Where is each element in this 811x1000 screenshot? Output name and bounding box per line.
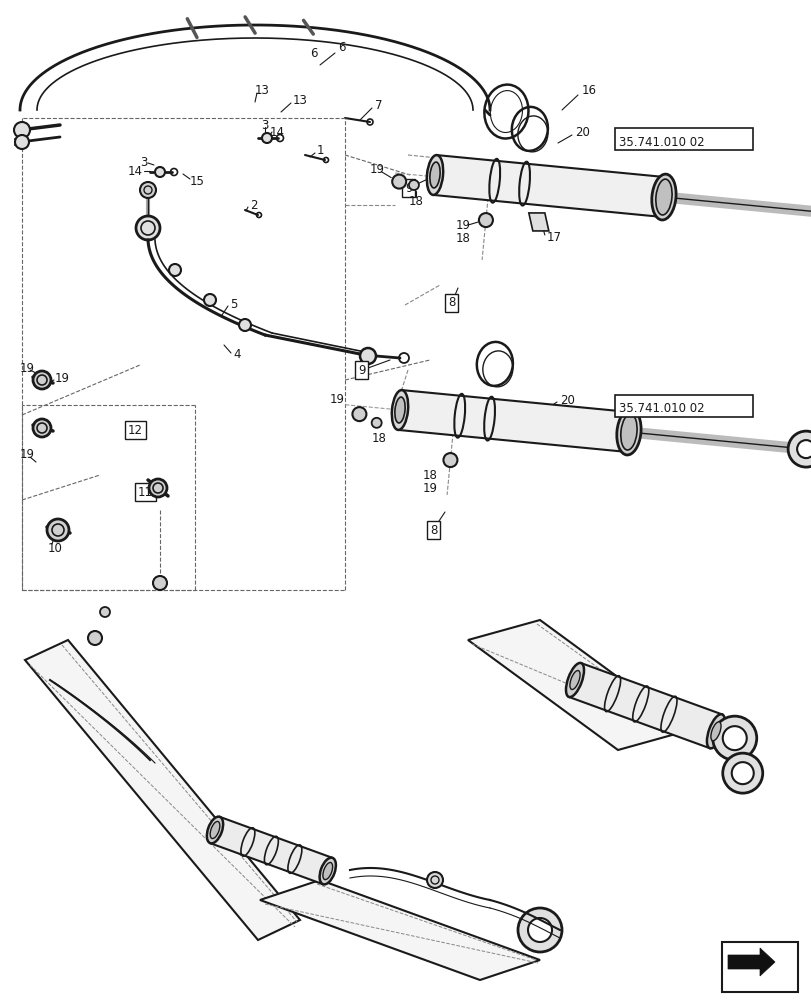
Ellipse shape xyxy=(620,414,637,450)
Circle shape xyxy=(139,182,156,198)
Text: 2: 2 xyxy=(250,199,257,212)
Polygon shape xyxy=(210,817,333,884)
Circle shape xyxy=(722,726,746,750)
Text: 16: 16 xyxy=(581,84,596,97)
Circle shape xyxy=(88,631,102,645)
Ellipse shape xyxy=(429,162,440,188)
Text: 10: 10 xyxy=(48,542,62,554)
Text: 7: 7 xyxy=(375,99,382,112)
Circle shape xyxy=(47,519,69,541)
Circle shape xyxy=(15,135,29,149)
Ellipse shape xyxy=(427,155,443,195)
Ellipse shape xyxy=(210,821,220,839)
Bar xyxy=(614,395,752,417)
Text: 19: 19 xyxy=(55,371,70,384)
Text: 3: 3 xyxy=(140,156,148,169)
Circle shape xyxy=(33,419,51,437)
Circle shape xyxy=(787,431,811,467)
Circle shape xyxy=(262,133,272,143)
Polygon shape xyxy=(569,663,721,748)
Circle shape xyxy=(392,175,406,189)
Circle shape xyxy=(14,122,30,138)
Ellipse shape xyxy=(655,179,672,215)
Text: 35.741.010 02: 35.741.010 02 xyxy=(618,136,704,149)
Text: 9: 9 xyxy=(358,363,365,376)
Ellipse shape xyxy=(392,390,408,430)
Polygon shape xyxy=(528,213,548,231)
Text: 6: 6 xyxy=(337,41,345,54)
Circle shape xyxy=(33,371,51,389)
Circle shape xyxy=(152,576,167,590)
Circle shape xyxy=(204,294,216,306)
Circle shape xyxy=(478,213,492,227)
Ellipse shape xyxy=(207,817,223,843)
Circle shape xyxy=(148,479,167,497)
Ellipse shape xyxy=(323,862,333,880)
Ellipse shape xyxy=(320,858,336,884)
Text: 9: 9 xyxy=(405,182,412,195)
Text: 18: 18 xyxy=(371,432,386,445)
Circle shape xyxy=(409,180,418,190)
Text: 8: 8 xyxy=(448,296,455,310)
Circle shape xyxy=(359,348,375,364)
Polygon shape xyxy=(432,155,665,217)
Ellipse shape xyxy=(569,671,579,689)
Text: 35.741.010 02: 35.741.010 02 xyxy=(618,402,704,416)
Text: 19: 19 xyxy=(20,448,35,462)
Ellipse shape xyxy=(651,174,676,220)
Bar xyxy=(614,128,752,150)
Circle shape xyxy=(238,319,251,331)
Ellipse shape xyxy=(616,409,641,455)
Polygon shape xyxy=(467,620,689,750)
Bar xyxy=(721,942,797,992)
Text: 18: 18 xyxy=(455,232,470,245)
Text: 14: 14 xyxy=(270,126,285,139)
Text: 3: 3 xyxy=(261,119,268,132)
Text: 8: 8 xyxy=(430,524,437,536)
Text: 18: 18 xyxy=(409,195,423,208)
Circle shape xyxy=(169,264,181,276)
Text: 1: 1 xyxy=(316,144,324,157)
Circle shape xyxy=(352,407,366,421)
Circle shape xyxy=(731,762,753,784)
Text: 19: 19 xyxy=(329,393,344,406)
Polygon shape xyxy=(727,948,774,976)
Text: 19: 19 xyxy=(369,163,384,176)
Polygon shape xyxy=(397,390,630,452)
Circle shape xyxy=(427,872,443,888)
Circle shape xyxy=(100,607,109,617)
Circle shape xyxy=(443,453,457,467)
Polygon shape xyxy=(260,880,539,980)
Text: 11: 11 xyxy=(138,486,152,498)
Text: 13: 13 xyxy=(293,94,307,107)
Ellipse shape xyxy=(565,663,583,697)
Ellipse shape xyxy=(706,714,724,748)
Text: 17: 17 xyxy=(546,231,561,244)
Text: 20: 20 xyxy=(574,126,589,139)
Text: 20: 20 xyxy=(560,393,574,406)
Circle shape xyxy=(371,418,381,428)
Circle shape xyxy=(796,440,811,458)
Circle shape xyxy=(155,167,165,177)
Text: 19: 19 xyxy=(20,361,35,374)
Text: 19: 19 xyxy=(455,219,470,232)
Circle shape xyxy=(722,753,762,793)
Text: 14: 14 xyxy=(128,165,143,178)
Text: 4: 4 xyxy=(233,349,240,361)
Text: 6: 6 xyxy=(310,47,317,60)
Text: 12: 12 xyxy=(128,424,143,436)
Polygon shape xyxy=(25,640,299,940)
Ellipse shape xyxy=(394,397,405,423)
Circle shape xyxy=(527,918,551,942)
Circle shape xyxy=(135,216,160,240)
Text: 19: 19 xyxy=(422,482,437,495)
Text: 15: 15 xyxy=(190,175,204,188)
Text: 5: 5 xyxy=(230,298,237,310)
Ellipse shape xyxy=(710,722,720,741)
Circle shape xyxy=(712,716,756,760)
Circle shape xyxy=(517,908,561,952)
Text: 18: 18 xyxy=(422,469,437,482)
Text: 13: 13 xyxy=(255,84,269,97)
